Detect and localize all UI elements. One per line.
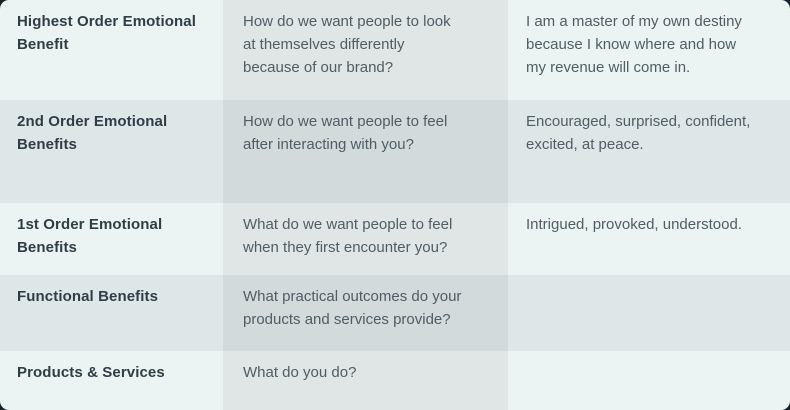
table-row: Functional Benefits What practical outco… bbox=[0, 275, 790, 351]
row-label-products-services: Products & Services bbox=[0, 351, 223, 410]
question-cell: What practical outcomes do your products… bbox=[223, 275, 508, 351]
question-cell: What do we want people to feel when they… bbox=[223, 203, 508, 275]
row-label-2nd-order: 2nd Order Emotional Benefits bbox=[0, 100, 223, 203]
answer-cell: I am a master of my own destiny because … bbox=[508, 0, 790, 100]
answer-cell bbox=[508, 275, 790, 351]
table-row: 2nd Order Emotional Benefits How do we w… bbox=[0, 100, 790, 203]
question-cell: How do we want people to feel after inte… bbox=[223, 100, 508, 203]
table-row: 1st Order Emotional Benefits What do we … bbox=[0, 203, 790, 275]
question-cell: How do we want people to look at themsel… bbox=[223, 0, 508, 100]
table-row: Products & Services What do you do? bbox=[0, 351, 790, 410]
table-row: Highest Order Emotional Benefit How do w… bbox=[0, 0, 790, 100]
row-label-1st-order: 1st Order Emotional Benefits bbox=[0, 203, 223, 275]
row-label-highest-order: Highest Order Emotional Benefit bbox=[0, 0, 223, 100]
answer-cell bbox=[508, 351, 790, 410]
answer-cell: Encouraged, surprised, confident, excite… bbox=[508, 100, 790, 203]
answer-cell: Intrigued, provoked, understood. bbox=[508, 203, 790, 275]
question-cell: What do you do? bbox=[223, 351, 508, 410]
row-label-functional: Functional Benefits bbox=[0, 275, 223, 351]
